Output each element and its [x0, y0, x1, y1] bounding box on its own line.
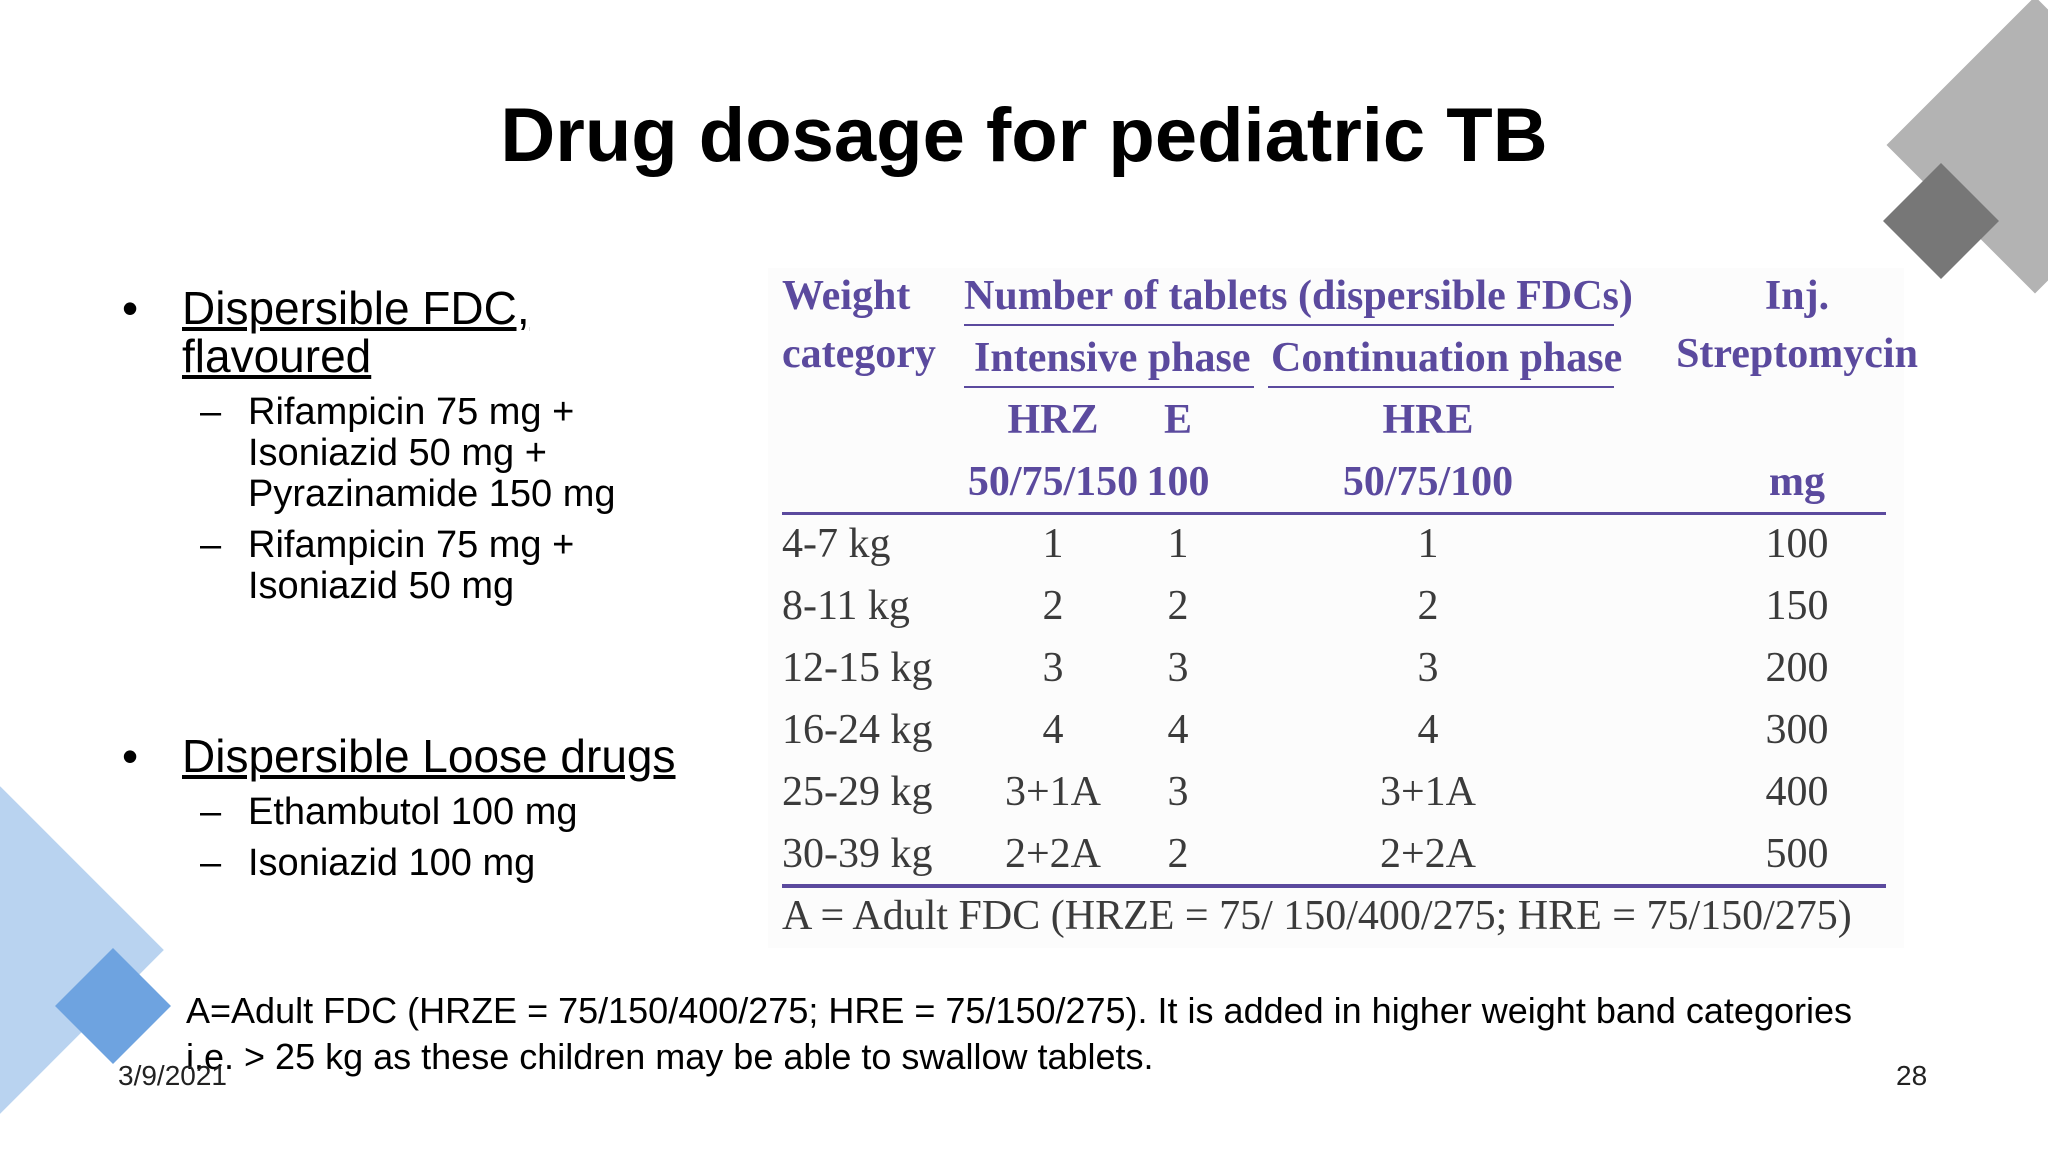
cell-streptomycin: 400 [1765, 769, 1829, 815]
sub-item-line: Ethambutol 100 mg [248, 791, 578, 833]
bullet-heading-line: Dispersible FDC, [182, 282, 530, 334]
header-drug-hre: HRE [1382, 397, 1474, 443]
sub-item-line: Pyrazinamide 150 mg [248, 473, 616, 515]
header-injection-line: Inj. [1764, 273, 1830, 319]
cell-streptomycin: 500 [1765, 831, 1829, 877]
header-weight-line: Weight [782, 273, 911, 319]
header-continuation-phase: Continuation phase [1271, 335, 1623, 381]
cell-weight: 25-29 kg [782, 769, 933, 815]
sub-item-line: Isoniazid 50 mg + [248, 432, 547, 474]
cell-e: 4 [1167, 707, 1189, 753]
slide-title: Drug dosage for pediatric TB [500, 93, 1548, 178]
header-rule [964, 386, 1254, 388]
header-strength-e: 100 [1146, 459, 1210, 505]
header-rule [1268, 386, 1614, 388]
cell-hre: 2 [1417, 583, 1439, 629]
dash-symbol: – [200, 524, 222, 566]
dash-symbol: – [200, 391, 222, 433]
header-number-of-tablets: Number of tablets (dispersible FDCs) [964, 273, 1633, 319]
cell-streptomycin: 150 [1765, 583, 1829, 629]
header-rule [964, 324, 1614, 326]
footnote: A=Adult FDC (HRZE = 75/150/400/275; HRE … [186, 990, 1853, 1077]
header-weight-line: category [782, 331, 936, 377]
dash-symbol: – [200, 842, 222, 884]
cell-hrz: 2 [1042, 583, 1064, 629]
bullet-symbol: • [122, 282, 139, 334]
cell-hre: 3 [1417, 645, 1439, 691]
bullet-symbol: • [122, 730, 139, 782]
cell-weight: 12-15 kg [782, 645, 933, 691]
cell-hre: 4 [1417, 707, 1439, 753]
cell-hre: 1 [1417, 521, 1439, 567]
slide-date: 3/9/2021 [118, 1060, 227, 1091]
header-injection-unit: mg [1769, 459, 1825, 505]
cell-e: 1 [1167, 521, 1189, 567]
table-bottom-rule [782, 884, 1886, 888]
table-note: A = Adult FDC (HRZE = 75/ 150/400/275; H… [782, 893, 1852, 939]
header-bottom-rule [782, 512, 1886, 515]
sub-item-line: Rifampicin 75 mg + [248, 524, 575, 566]
cell-streptomycin: 300 [1765, 707, 1829, 753]
sub-item-line: Isoniazid 50 mg [248, 565, 515, 607]
bullet-heading-line: flavoured [182, 330, 372, 382]
cell-weight: 4-7 kg [782, 521, 891, 567]
header-strength-hre: 50/75/100 [1342, 459, 1514, 505]
sub-item-line: Isoniazid 100 mg [248, 842, 536, 884]
cell-hrz: 4 [1042, 707, 1064, 753]
cell-e: 3 [1167, 769, 1189, 815]
header-strength-hrz: 50/75/150 [967, 459, 1139, 505]
sub-item-line: Rifampicin 75 mg + [248, 391, 575, 433]
header-drug-e: E [1163, 397, 1192, 443]
cell-streptomycin: 100 [1765, 521, 1829, 567]
cell-hrz: 1 [1042, 521, 1064, 567]
cell-e: 2 [1167, 583, 1189, 629]
cell-hrz: 3 [1042, 645, 1064, 691]
cell-streptomycin: 200 [1765, 645, 1829, 691]
header-drug-hrz: HRZ [1007, 397, 1099, 443]
cell-weight: 16-24 kg [782, 707, 933, 753]
cell-e: 3 [1167, 645, 1189, 691]
cell-e: 2 [1167, 831, 1189, 877]
cell-hrz: 2+2A [1004, 831, 1102, 877]
slide-number: 28 [1896, 1060, 1928, 1091]
cell-weight: 30-39 kg [782, 831, 933, 877]
dash-symbol: – [200, 791, 222, 833]
cell-weight: 8-11 kg [782, 583, 910, 629]
cell-hrz: 3+1A [1004, 769, 1102, 815]
dosage-table: Weight category Number of tablets (dispe… [768, 268, 1918, 948]
header-injection-line: Streptomycin [1676, 331, 1918, 377]
bullet-heading-line: Dispersible Loose drugs [182, 730, 676, 782]
cell-hre: 3+1A [1379, 769, 1477, 815]
header-intensive-phase: Intensive phase [974, 335, 1251, 381]
cell-hre: 2+2A [1379, 831, 1477, 877]
